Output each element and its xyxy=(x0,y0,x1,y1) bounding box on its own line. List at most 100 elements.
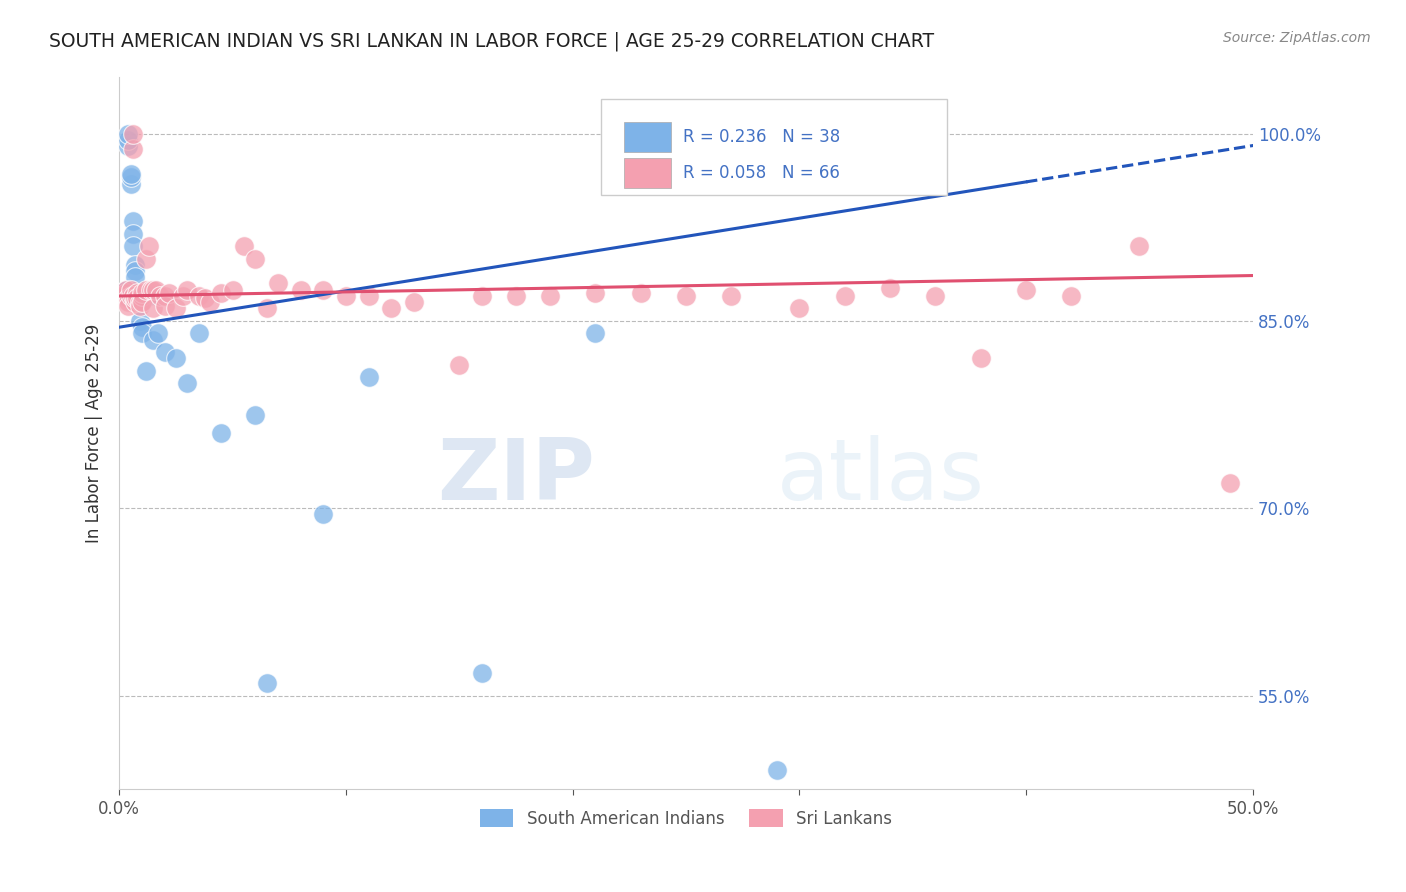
Point xyxy=(128,295,150,310)
Point xyxy=(538,289,561,303)
Point xyxy=(675,289,697,303)
Point xyxy=(131,286,153,301)
Point xyxy=(124,264,146,278)
Point xyxy=(120,283,142,297)
Point xyxy=(172,289,194,303)
Point xyxy=(290,283,312,297)
Point xyxy=(128,289,150,303)
Point xyxy=(357,370,380,384)
Text: R = 0.236   N = 38: R = 0.236 N = 38 xyxy=(683,128,839,146)
Point xyxy=(221,283,243,297)
Point xyxy=(256,676,278,690)
Point xyxy=(142,301,165,316)
Point xyxy=(924,289,946,303)
Point xyxy=(131,326,153,341)
Point xyxy=(142,283,165,297)
Point xyxy=(112,289,135,303)
Point xyxy=(122,142,145,156)
Point xyxy=(194,292,217,306)
Point xyxy=(1015,283,1038,297)
Point xyxy=(131,295,153,310)
Point xyxy=(187,326,209,341)
Text: ZIP: ZIP xyxy=(437,434,595,517)
Point xyxy=(471,289,494,303)
Point xyxy=(131,289,153,303)
Point xyxy=(135,364,157,378)
Point xyxy=(127,292,149,306)
Point xyxy=(583,286,606,301)
Point xyxy=(176,283,198,297)
Point xyxy=(120,289,142,303)
Point xyxy=(124,258,146,272)
Point xyxy=(245,252,267,266)
Point xyxy=(127,289,149,303)
Point xyxy=(145,283,167,297)
Text: atlas: atlas xyxy=(776,434,984,517)
Point xyxy=(112,289,135,303)
Point xyxy=(165,351,187,366)
Point xyxy=(117,299,139,313)
Legend: South American Indians, Sri Lankans: South American Indians, Sri Lankans xyxy=(474,803,898,834)
Point xyxy=(245,408,267,422)
Point xyxy=(139,283,162,297)
Point xyxy=(131,320,153,334)
Point xyxy=(789,301,811,316)
Point xyxy=(117,133,139,147)
Point xyxy=(122,289,145,303)
Point xyxy=(134,289,156,303)
Point xyxy=(124,295,146,310)
FancyBboxPatch shape xyxy=(624,122,671,152)
Point xyxy=(209,426,232,441)
Point xyxy=(720,289,742,303)
Point xyxy=(115,283,138,297)
Point xyxy=(209,286,232,301)
Point xyxy=(124,292,146,306)
Point xyxy=(176,376,198,391)
Point xyxy=(165,301,187,316)
Point xyxy=(312,508,335,522)
Point xyxy=(117,127,139,141)
Point xyxy=(153,289,176,303)
Point xyxy=(335,289,357,303)
Point xyxy=(380,301,402,316)
Point xyxy=(834,289,856,303)
Point xyxy=(127,289,149,303)
Point xyxy=(583,326,606,341)
Point xyxy=(153,345,176,359)
Point xyxy=(312,283,335,297)
Point xyxy=(471,666,494,681)
Point xyxy=(357,289,380,303)
Point xyxy=(970,351,993,366)
Point xyxy=(505,289,527,303)
Point xyxy=(120,177,142,191)
Point xyxy=(127,286,149,301)
Point xyxy=(765,764,787,778)
Point xyxy=(187,289,209,303)
Point xyxy=(117,295,139,310)
Point xyxy=(1128,239,1150,253)
FancyBboxPatch shape xyxy=(624,158,671,188)
Point xyxy=(149,289,172,303)
Text: R = 0.058   N = 66: R = 0.058 N = 66 xyxy=(683,164,839,182)
Point xyxy=(122,127,145,141)
Text: SOUTH AMERICAN INDIAN VS SRI LANKAN IN LABOR FORCE | AGE 25-29 CORRELATION CHART: SOUTH AMERICAN INDIAN VS SRI LANKAN IN L… xyxy=(49,31,935,51)
Point xyxy=(124,270,146,285)
Point xyxy=(120,170,142,185)
Point xyxy=(402,295,425,310)
Point xyxy=(128,314,150,328)
Point xyxy=(157,286,180,301)
Point xyxy=(1219,476,1241,491)
Point xyxy=(153,299,176,313)
Point xyxy=(138,239,160,253)
Point xyxy=(115,286,138,301)
Point xyxy=(120,167,142,181)
Point xyxy=(115,283,138,297)
Point xyxy=(256,301,278,316)
Point xyxy=(122,214,145,228)
Y-axis label: In Labor Force | Age 25-29: In Labor Force | Age 25-29 xyxy=(86,324,103,543)
Point xyxy=(122,227,145,241)
Point xyxy=(138,289,160,303)
Point xyxy=(135,283,157,297)
Point xyxy=(128,299,150,313)
Point xyxy=(122,239,145,253)
